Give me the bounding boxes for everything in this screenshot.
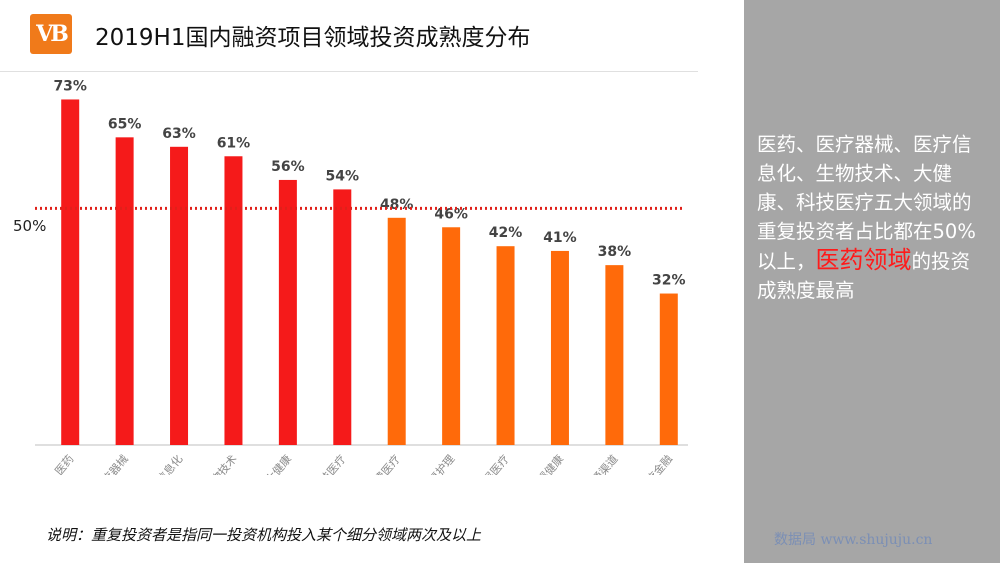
summary-text-tail: 的投资成熟度最高	[757, 250, 971, 302]
x-tick-label: 生物技术	[201, 452, 240, 475]
title-divider	[0, 71, 698, 72]
bar	[61, 99, 80, 445]
x-tick-label: 母婴健康	[527, 452, 566, 475]
bar-value-label: 46%	[434, 206, 468, 222]
reference-line-label: 50%	[13, 217, 47, 235]
x-tick-label: 医药	[52, 453, 76, 475]
page-title: 2019H1国内融资项目领域投资成熟度分布	[95, 25, 531, 51]
x-tick-label: 康复护理	[418, 452, 457, 475]
bar-value-label: 48%	[380, 197, 414, 213]
brand-logo: VB	[30, 14, 72, 54]
bar	[605, 265, 624, 445]
bar-value-label: 54%	[326, 168, 360, 184]
bar	[550, 250, 569, 445]
x-tick-label: 科技医疗	[310, 452, 349, 475]
summary-panel	[744, 0, 1000, 563]
bar-value-label: 73%	[53, 80, 87, 94]
x-tick-label: 大健康	[262, 452, 294, 475]
bar	[442, 227, 461, 445]
watermark: 数据局 www.shujuju.cn	[774, 532, 933, 548]
bar	[224, 156, 243, 445]
x-tick-label: 基层医疗	[473, 452, 512, 475]
brand-logo-text: VB	[36, 21, 69, 47]
x-tick-label: 医疗器械	[92, 452, 131, 475]
summary-text-highlight: 医药领域	[815, 246, 912, 274]
bar-value-label: 32%	[652, 273, 686, 289]
bar-value-label: 42%	[489, 225, 523, 241]
x-tick-label: 流通渠道	[582, 452, 621, 475]
bar	[496, 246, 515, 445]
bar-value-label: 65%	[108, 116, 142, 132]
bar	[387, 217, 406, 445]
bar-value-label: 38%	[598, 244, 632, 260]
bar	[659, 293, 678, 445]
bar-value-label: 61%	[217, 135, 251, 151]
bar-chart: 73% 医药 65% 医疗器械 63% 医疗信息化 61% 生物技术 56% 大健康 54% 科技医疗…	[35, 80, 688, 475]
summary-text-plain: 医药、医疗器械、医疗信息化、生物技术、大健康、科技医疗五大领域的重复投资者占比都…	[757, 133, 976, 273]
bar-value-label: 63%	[162, 126, 196, 142]
summary-text: 医药、医疗器械、医疗信息化、生物技术、大健康、科技医疗五大领域的重复投资者占比都…	[757, 130, 987, 305]
bar-value-label: 41%	[543, 230, 577, 246]
footnote: 说明：重复投资者是指同一投资机构投入某个细分领域两次及以上	[46, 526, 482, 544]
bar	[170, 146, 189, 446]
x-tick-label: 医疗信息化	[139, 452, 185, 475]
bar	[115, 137, 134, 446]
bar	[333, 189, 352, 445]
x-tick-label: 医疗金融	[636, 452, 675, 475]
bar-value-label: 56%	[271, 159, 305, 175]
x-tick-label: 消费医疗	[364, 452, 403, 475]
bar	[278, 179, 297, 445]
